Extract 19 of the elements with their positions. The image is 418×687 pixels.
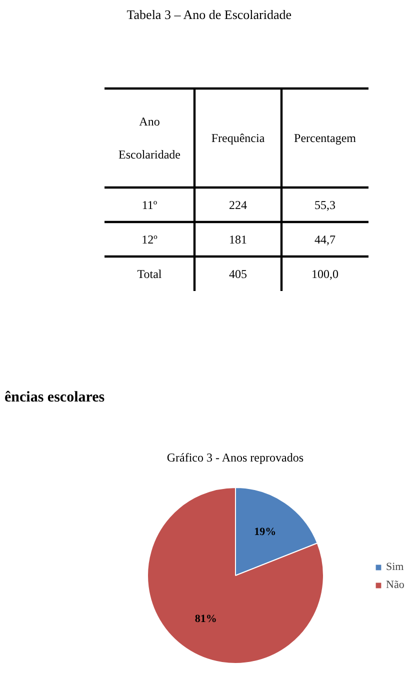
text: Ano Escolaridade xyxy=(118,114,180,162)
legend-label: Sim xyxy=(386,561,405,573)
data-label: 81% xyxy=(194,613,217,626)
category-label: 12º xyxy=(142,232,158,246)
data-label: 44,7 xyxy=(314,232,336,246)
data-label: 181 xyxy=(229,232,247,246)
chart-title: Gráfico 3 - Anos reprovados xyxy=(166,450,304,464)
data-label: 55,3 xyxy=(314,198,336,212)
category-label: Total xyxy=(137,266,162,281)
data-label: 100,0 xyxy=(312,266,338,281)
data-label: 224 xyxy=(229,198,247,212)
text: Tabela 3 – Ano de Escolaridade xyxy=(126,7,292,22)
text: Percentagem xyxy=(294,131,357,145)
data-label: 405 xyxy=(229,266,247,281)
text: Frequência xyxy=(211,131,266,145)
legend-label: Não xyxy=(386,579,406,591)
data-label: 19% xyxy=(254,526,276,538)
category-label: 11º xyxy=(142,198,158,212)
text: ências escolares xyxy=(4,390,105,406)
